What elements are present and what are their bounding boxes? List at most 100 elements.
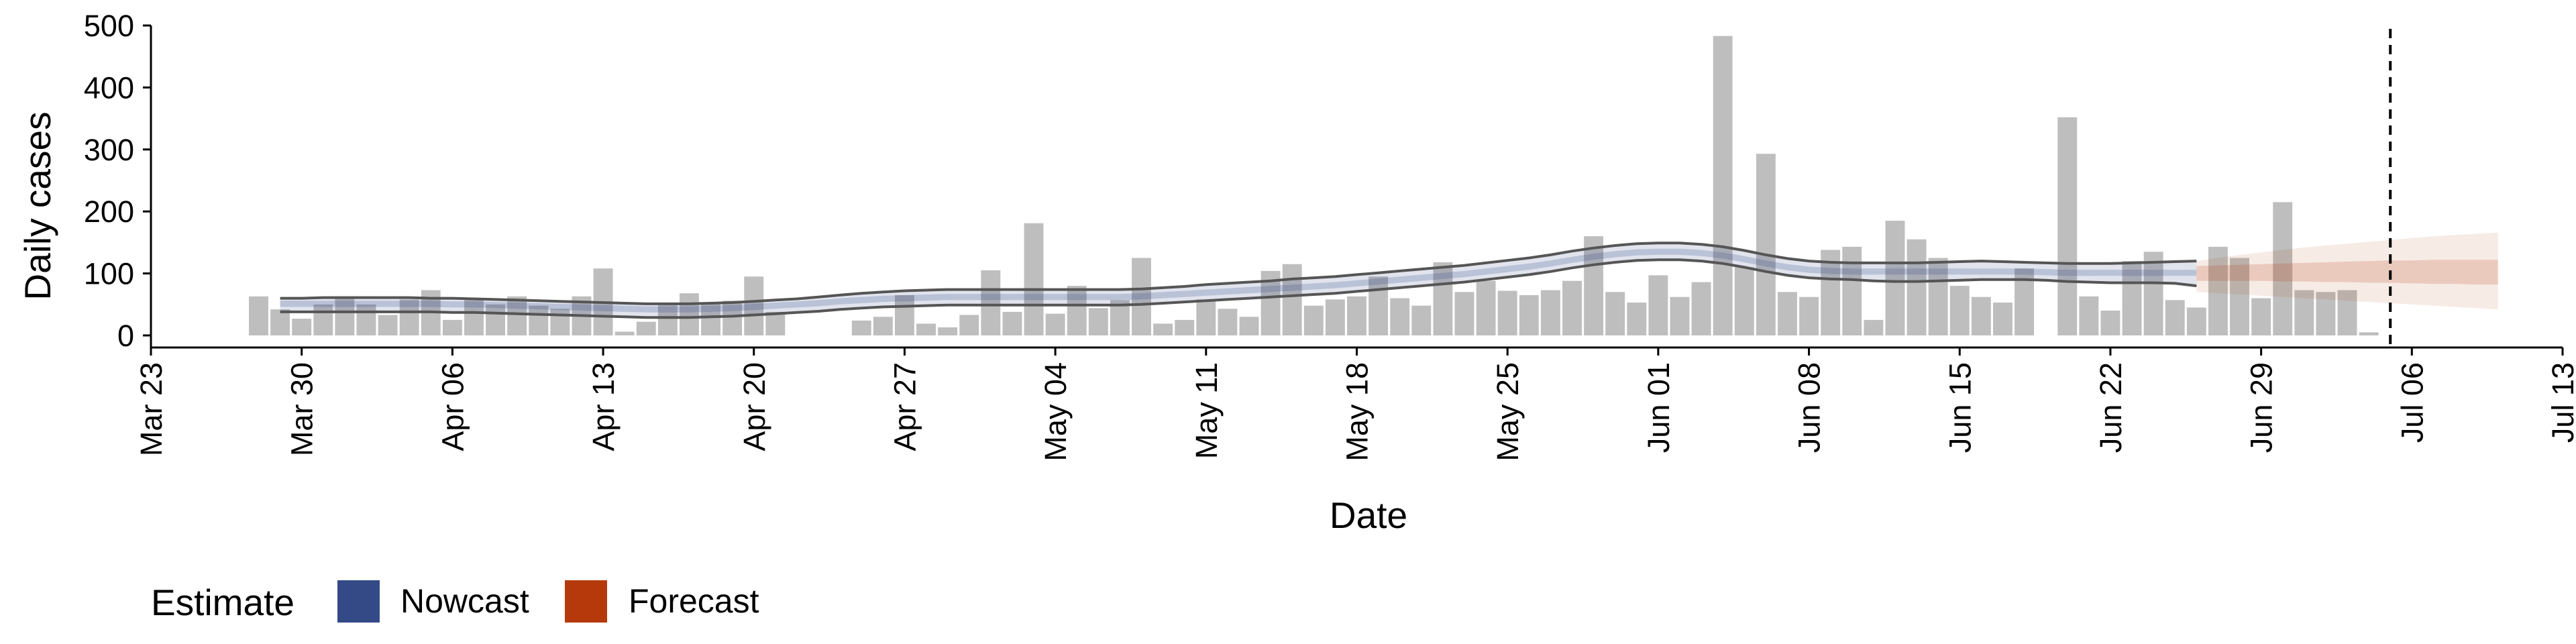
bar-42: [1153, 323, 1173, 335]
forecast-inner-band: [2196, 260, 2498, 285]
bar-37: [1045, 313, 1065, 335]
bar-51: [1347, 296, 1366, 335]
forecast-outer-band: [2196, 232, 2498, 310]
nowcast-upper-line: [280, 241, 2197, 305]
bar-30: [894, 294, 914, 335]
bar-98: [2359, 332, 2379, 335]
x-tick-label-10: Jun 01: [1642, 362, 1676, 453]
bar-94: [2273, 202, 2293, 335]
bar-32: [938, 327, 958, 335]
bar-28: [851, 320, 871, 335]
x-tick-label-1: Mar 30: [285, 362, 319, 456]
bar-29: [873, 317, 893, 335]
legend-label-forecast: Forecast: [629, 582, 759, 620]
bar-2: [292, 319, 312, 335]
bar-80: [1971, 297, 1991, 335]
bar-92: [2230, 258, 2249, 335]
bar-56: [1454, 292, 1474, 335]
bar-89: [2165, 300, 2185, 335]
bar-81: [1993, 303, 2012, 335]
bar-91: [2208, 246, 2228, 335]
x-tick-label-5: Apr 27: [888, 362, 922, 451]
bar-77: [1907, 239, 1927, 335]
bar-88: [2143, 252, 2163, 335]
bar-69: [1734, 267, 1754, 335]
bar-49: [1303, 305, 1324, 335]
bar-14: [550, 309, 570, 335]
bar-71: [1778, 292, 1797, 335]
x-tick-label-3: Apr 13: [586, 362, 621, 451]
bar-11: [486, 304, 506, 335]
bar-95: [2294, 290, 2314, 335]
bar-12: [507, 296, 527, 335]
bar-10: [464, 299, 484, 335]
bar-70: [1756, 154, 1776, 335]
bar-75: [1864, 319, 1884, 335]
bar-68: [1713, 36, 1733, 335]
bar-60: [1540, 290, 1560, 335]
x-tick-label-8: May 18: [1340, 362, 1375, 462]
bar-85: [2079, 296, 2099, 335]
x-tick-label-16: Jul 13: [2546, 362, 2576, 443]
x-tick-label-7: May 11: [1189, 362, 1224, 459]
bar-76: [1885, 221, 1905, 335]
legend: Estimate Nowcast Forecast: [151, 580, 759, 623]
bars-layer: [249, 36, 2379, 335]
bar-41: [1132, 258, 1151, 335]
bar-53: [1390, 298, 1410, 335]
bar-93: [2251, 298, 2271, 335]
bar-9: [442, 319, 462, 335]
x-tick-label-9: May 25: [1491, 362, 1525, 462]
bar-3: [313, 304, 333, 335]
bar-35: [1002, 311, 1022, 335]
bar-97: [2337, 290, 2357, 335]
x-tick-label-13: Jun 22: [2094, 362, 2128, 453]
bar-31: [916, 323, 936, 335]
bar-33: [959, 315, 979, 335]
bar-22: [722, 301, 743, 335]
bar-18: [636, 321, 656, 335]
bar-19: [657, 304, 678, 335]
bar-66: [1670, 297, 1690, 335]
bar-62: [1584, 236, 1604, 335]
bar-63: [1605, 292, 1625, 335]
x-tick-label-6: May 04: [1038, 362, 1073, 462]
bar-79: [1949, 286, 1970, 335]
bar-54: [1411, 305, 1432, 335]
bands-layer: [280, 232, 2498, 319]
bar-72: [1799, 297, 1819, 335]
y-tick-label-3: 300: [84, 133, 134, 167]
x-tick-label-0: Mar 23: [134, 362, 168, 456]
bar-21: [701, 303, 720, 335]
bar-84: [2057, 117, 2078, 335]
tick-labels-layer: 0 100 200 300 400 500 Mar 23 Mar 30 Apr 06 Apr 13…: [84, 9, 2576, 462]
bar-39: [1088, 308, 1108, 335]
bar-23: [744, 276, 764, 335]
y-tick-label-4: 400: [84, 70, 134, 105]
bar-64: [1627, 303, 1647, 335]
x-tick-label-11: Jun 08: [1792, 362, 1827, 453]
legend-label-nowcast: Nowcast: [400, 582, 529, 620]
bar-59: [1519, 294, 1539, 335]
bar-57: [1476, 280, 1496, 335]
y-tick-label-1: 100: [84, 257, 134, 291]
bar-96: [2316, 292, 2336, 335]
bar-61: [1562, 280, 1582, 335]
bar-58: [1497, 290, 1517, 335]
y-tick-label-5: 500: [84, 9, 134, 43]
x-tick-label-15: Jul 06: [2395, 362, 2429, 443]
x-axis-title: Date: [1330, 494, 1407, 536]
bar-50: [1325, 299, 1345, 335]
bar-55: [1433, 262, 1453, 335]
x-tick-label-2: Apr 06: [435, 362, 470, 451]
bar-38: [1067, 286, 1087, 335]
bar-86: [2100, 311, 2121, 335]
bar-65: [1648, 275, 1668, 335]
axes-layer: [143, 24, 2564, 356]
legend-swatch-nowcast: [337, 580, 380, 623]
bar-44: [1196, 299, 1216, 335]
bar-74: [1842, 246, 1862, 335]
bar-20: [680, 293, 699, 335]
nowcast-lower-line: [280, 258, 2197, 319]
